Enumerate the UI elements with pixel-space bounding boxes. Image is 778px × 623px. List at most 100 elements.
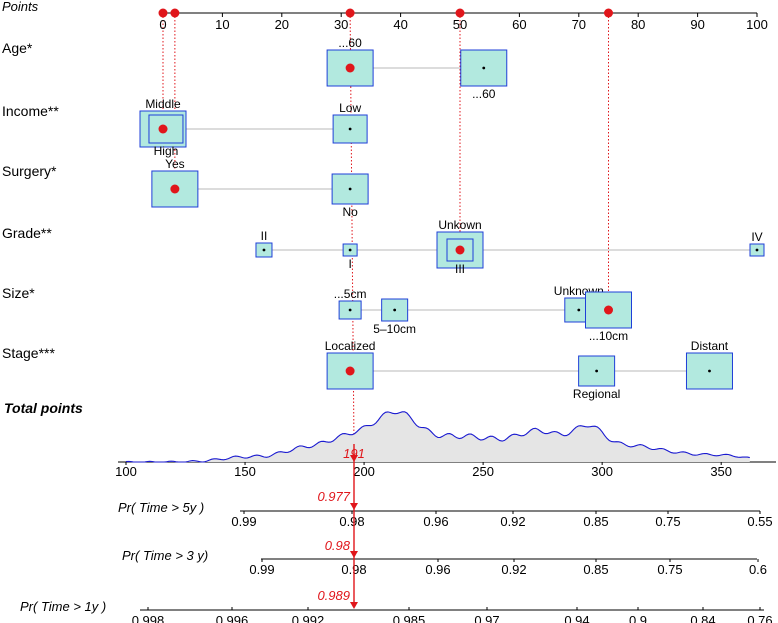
total-points-label: Total points <box>4 400 83 416</box>
total-points-tick-label: 250 <box>472 464 494 479</box>
variable-name: Stage*** <box>2 345 55 361</box>
probability-tick-label: 0.75 <box>655 514 680 529</box>
points-axis-tick-label: 90 <box>690 17 704 32</box>
variable-row: Income** Middle High Low <box>2 97 368 158</box>
points-axis-tick-label: 60 <box>512 17 526 32</box>
points-marker <box>158 8 168 18</box>
selected-level-marker <box>345 63 355 73</box>
probability-tick-label: 0.94 <box>564 613 589 623</box>
probability-axis-label: Pr( Time > 3 y) <box>122 548 208 563</box>
level-center-dot <box>348 187 352 191</box>
points-axis-tick-label: 40 <box>393 17 407 32</box>
probability-selected-value: 0.989 <box>317 588 350 603</box>
probability-tick-label: 0.92 <box>500 514 525 529</box>
probability-tick-label: 0.96 <box>425 562 450 577</box>
selected-level-marker <box>170 184 180 194</box>
total-points-tick-label: 100 <box>115 464 137 479</box>
points-marker <box>604 8 613 18</box>
level-label: High <box>154 144 179 158</box>
level-label: I <box>348 257 351 271</box>
level-label: II <box>261 229 268 243</box>
probability-tick-label: 0.998 <box>132 613 165 623</box>
level-center-dot <box>393 308 397 312</box>
total-points-tick-label: 300 <box>591 464 613 479</box>
probability-axis-label: Pr( Time > 5y ) <box>118 500 204 515</box>
probability-axis: Pr( Time > 3 y) 0.99 0.98 0.96 0.92 0.85 0.75 0… <box>122 538 767 577</box>
level-label: ...60 <box>338 36 362 50</box>
level-box <box>331 173 369 205</box>
indicator-arrow <box>350 602 358 609</box>
level-center-dot <box>348 308 352 312</box>
probability-selected-value: 0.977 <box>317 489 350 504</box>
level-label: Yes <box>165 157 185 171</box>
level-label: Unkown <box>438 218 481 232</box>
points-marker <box>455 8 465 18</box>
probability-tick-label: 0.98 <box>339 514 364 529</box>
probability-tick-label: 0.99 <box>249 562 274 577</box>
selected-level-marker <box>345 366 355 376</box>
level-label: IV <box>751 230 762 244</box>
probability-tick-label: 0.55 <box>747 514 772 529</box>
variable-row: Age* ...60 ...60 <box>2 36 508 101</box>
variable-row: Surgery* Yes No <box>2 157 369 219</box>
probability-tick-label: 0.84 <box>690 613 715 623</box>
points-axis-tick-label: 70 <box>572 17 586 32</box>
level-label: Distant <box>691 339 729 353</box>
selected-level-marker <box>604 305 613 315</box>
level-center-dot <box>262 248 266 252</box>
probability-tick-label: 0.97 <box>474 613 499 623</box>
level-label: ...60 <box>472 87 496 101</box>
probability-axis: Pr( Time > 1y ) 0.998 0.996 0.992 0.985 0.97 0… <box>20 588 773 623</box>
probability-tick-label: 0.996 <box>216 613 249 623</box>
selected-level-marker <box>158 124 168 134</box>
points-axis-tick-label: 50 <box>453 17 467 32</box>
probability-tick-label: 0.985 <box>393 613 426 623</box>
probability-tick-label: 0.992 <box>292 613 325 623</box>
probability-tick-label: 0.99 <box>231 514 256 529</box>
points-axis-tick-label: 0 <box>159 17 166 32</box>
selected-level-marker <box>455 245 465 255</box>
level-center-dot <box>348 127 352 131</box>
probability-tick-label: 0.96 <box>423 514 448 529</box>
probability-axis-label: Pr( Time > 1y ) <box>20 599 106 614</box>
points-axis-label: Points <box>2 0 39 14</box>
variable-name: Size* <box>2 285 35 301</box>
probability-tick-label: 0.85 <box>583 514 608 529</box>
probability-selected-value: 0.98 <box>325 538 351 553</box>
level-center-dot <box>595 369 599 373</box>
level-label: ...5cm <box>334 287 367 301</box>
probability-tick-label: 0.76 <box>747 613 772 623</box>
level-label: 5–10cm <box>373 322 416 336</box>
total-points-tick-label: 200 <box>353 464 375 479</box>
points-axis-tick-label: 80 <box>631 17 645 32</box>
probability-tick-label: 0.6 <box>749 562 767 577</box>
density-area <box>126 411 750 462</box>
points-marker <box>170 8 180 18</box>
points-axis-tick-label: 100 <box>746 17 768 32</box>
variable-name: Age* <box>2 40 33 56</box>
level-label: Low <box>339 101 361 115</box>
level-center-dot <box>755 248 759 252</box>
level-label: III <box>455 262 465 276</box>
level-center-dot <box>577 308 581 312</box>
level-center-dot <box>482 66 486 70</box>
variable-name: Surgery* <box>2 163 57 179</box>
indicator-arrow <box>350 551 358 558</box>
density-curve <box>125 411 750 463</box>
probability-tick-label: 0.85 <box>583 562 608 577</box>
total-points-tick-label: 350 <box>710 464 732 479</box>
points-marker <box>345 8 355 18</box>
probability-axis: Pr( Time > 5y ) 0.99 0.98 0.96 0.92 0.85 0.75 0… <box>118 489 773 529</box>
probability-tick-label: 0.9 <box>629 613 647 623</box>
level-label: No <box>342 205 358 219</box>
variable-name: Income** <box>2 103 59 119</box>
variable-row: Stage*** Localized Regional Distant <box>2 339 733 401</box>
indicator-arrow <box>350 503 358 510</box>
level-label: Localized <box>325 339 376 353</box>
level-center-dot <box>348 248 352 252</box>
level-label: ...10cm <box>589 329 628 343</box>
level-center-dot <box>708 369 711 373</box>
